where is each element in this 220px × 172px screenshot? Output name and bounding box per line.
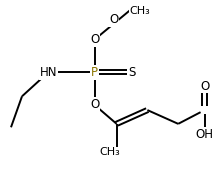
Text: CH₃: CH₃ [100, 147, 120, 157]
Text: OH: OH [196, 128, 214, 141]
Text: O: O [200, 79, 209, 93]
Text: HN: HN [40, 66, 57, 79]
Text: CH₃: CH₃ [130, 6, 150, 16]
Text: O: O [90, 33, 99, 46]
Text: S: S [128, 66, 136, 79]
Text: P: P [91, 66, 98, 79]
Text: O: O [109, 13, 118, 26]
Text: O: O [90, 98, 99, 111]
